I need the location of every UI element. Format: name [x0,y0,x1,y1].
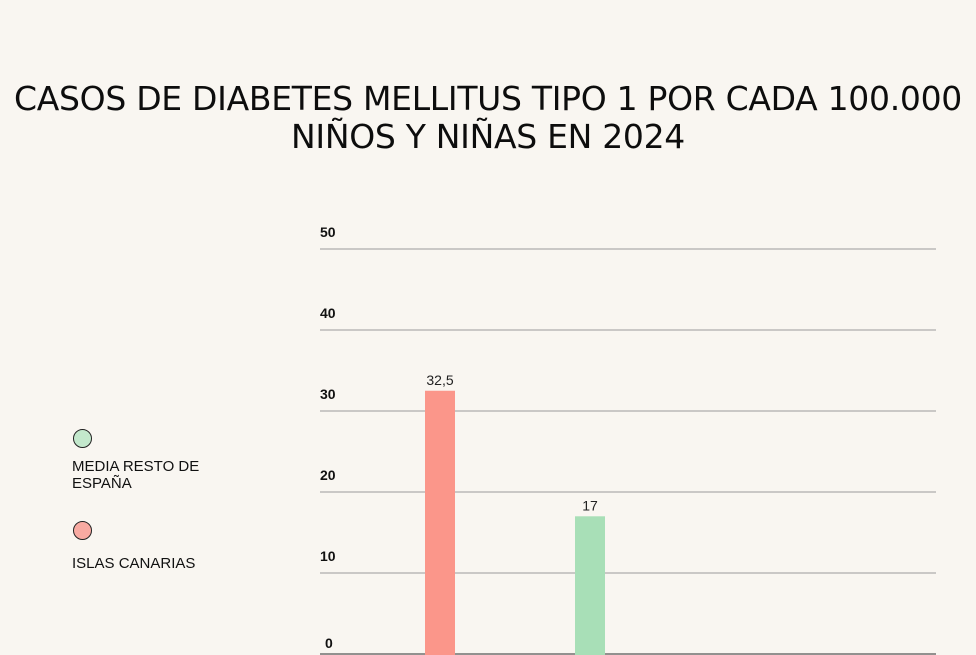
y-tick-label: 10 [320,548,336,564]
legend-label-media-resto: MEDIA RESTO DE ESPAÑA [72,458,200,492]
legend-swatch-islas-canarias [73,521,92,540]
gridlines [320,248,936,655]
legend-label-islas-canarias: ISLAS CANARIAS [72,555,196,572]
bar-media-resto [575,516,605,655]
y-tick-label: 50 [320,224,336,240]
y-tick-label: 0 [325,635,333,651]
chart-title: CASOS DE DIABETES MELLITUS TIPO 1 POR CA… [14,79,962,156]
y-tick-label: 30 [320,386,336,402]
y-tick-label: 20 [320,467,336,483]
y-axis-ticks: 0 10 20 30 40 50 [320,224,336,651]
data-label: 17 [582,497,598,513]
bars [425,390,605,655]
data-label: 32,5 [426,372,453,388]
legend-swatch-media-resto [73,429,92,448]
y-tick-label: 40 [320,305,336,321]
bar-islas-canarias [425,390,455,655]
data-labels: 32,5 17 [426,372,598,514]
